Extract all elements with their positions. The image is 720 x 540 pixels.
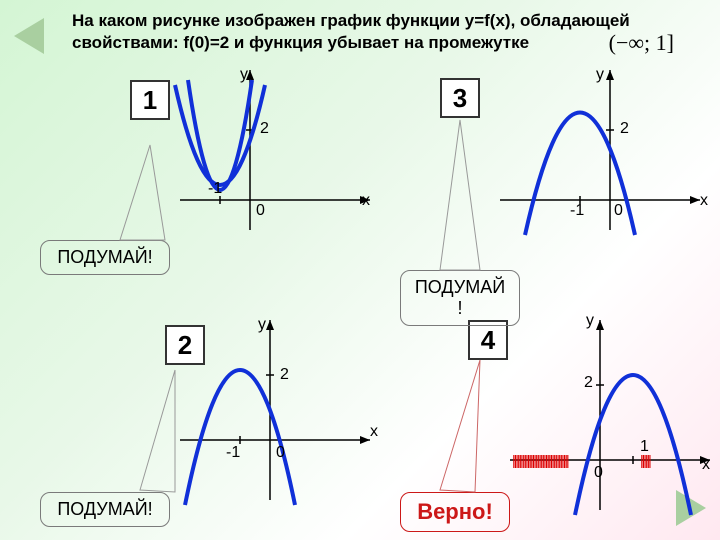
chart4-y-label: у <box>586 312 594 330</box>
interval-notation: (−∞; 1] <box>609 30 674 56</box>
chart1-tick-0: 0 <box>256 202 265 220</box>
option-4-button[interactable]: 4 <box>468 320 508 360</box>
chart4-tick-2: 2 <box>584 374 593 392</box>
chart2-tick-neg1: -1 <box>226 444 240 462</box>
title-line2: свойствами: f(0)=2 и функция убывает на … <box>72 33 529 52</box>
chart1-tick-neg1: -1 <box>208 180 222 198</box>
chart-3 <box>500 70 710 250</box>
chart2-y-label: у <box>258 316 266 334</box>
title-line1: На каком рисунке изображен график функци… <box>72 11 630 30</box>
option-1-button[interactable]: 1 <box>130 80 170 120</box>
option-3-button[interactable]: 3 <box>440 78 480 118</box>
feedback-2-pointer <box>140 370 200 500</box>
chart1-x-label: х <box>362 192 370 210</box>
feedback-3-pointer <box>440 120 500 280</box>
feedback-2-text: ПОДУМАЙ! <box>57 499 152 519</box>
chart-4 <box>520 320 720 530</box>
chart2-tick-2: 2 <box>280 366 289 384</box>
feedback-3-text: ПОДУМАЙ ! <box>415 277 505 318</box>
chart-1 <box>180 70 380 250</box>
chart3-y-label: у <box>596 66 604 84</box>
chart3-tick-0: 0 <box>614 202 623 220</box>
feedback-4-pointer <box>440 360 510 500</box>
feedback-4-text: Верно! <box>417 499 493 524</box>
chart4-x-label: х <box>702 456 710 474</box>
feedback-1-text: ПОДУМАЙ! <box>57 247 152 267</box>
feedback-1: ПОДУМАЙ! <box>40 240 170 275</box>
chart4-interval-hatch: |||||||||||||||||||||||||||||||||| <box>512 452 640 470</box>
chart3-tick-2: 2 <box>620 120 629 138</box>
chart4-interval-hatch-right: |||||| <box>640 452 670 470</box>
nav-prev[interactable] <box>14 18 44 54</box>
feedback-1-pointer <box>120 145 190 245</box>
chart2-tick-0: 0 <box>276 444 285 462</box>
question-title: На каком рисунке изображен график функци… <box>72 10 690 54</box>
chart3-tick-neg1: -1 <box>570 202 584 220</box>
chart3-x-label: х <box>700 192 708 210</box>
chart1-tick-2: 2 <box>260 120 269 138</box>
chart2-x-label: х <box>370 423 378 441</box>
chart1-y-label: у <box>240 66 248 84</box>
chart-2 <box>180 320 380 520</box>
